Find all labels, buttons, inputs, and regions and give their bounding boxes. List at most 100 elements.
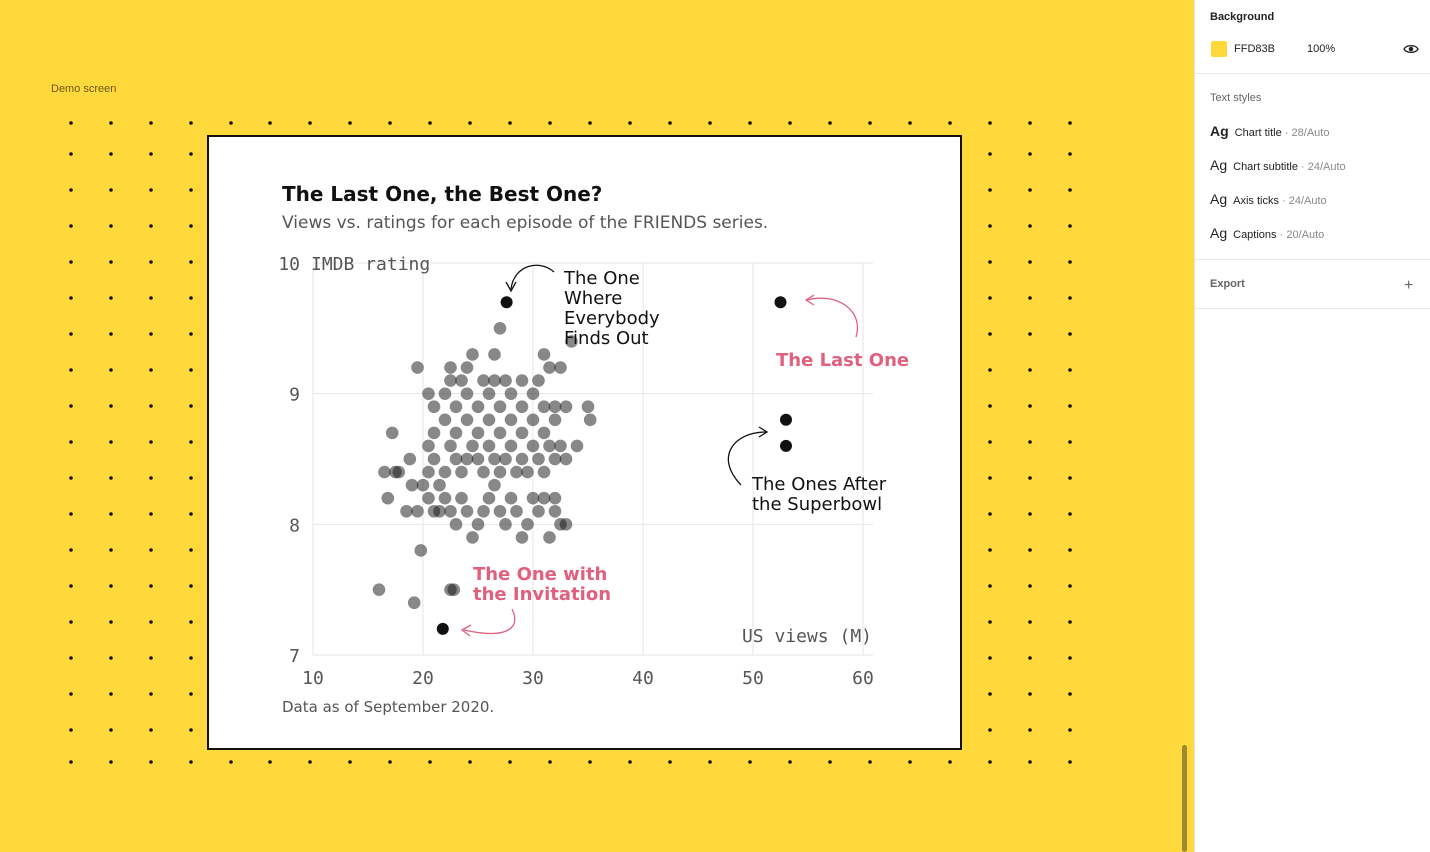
episode-point xyxy=(504,439,518,453)
grid-dot xyxy=(189,260,193,264)
highlighted-episode-point xyxy=(436,622,449,635)
eye-icon[interactable] xyxy=(1403,42,1419,56)
background-color-swatch[interactable] xyxy=(1211,41,1227,57)
episode-point xyxy=(444,504,457,518)
grid-dot xyxy=(988,728,992,732)
grid-dot xyxy=(69,260,73,264)
grid-dot xyxy=(988,260,992,264)
grid-dot xyxy=(109,332,113,336)
background-section: Background FFD83B 100% xyxy=(1195,0,1430,74)
grid-dot xyxy=(229,121,233,125)
episode-point xyxy=(447,583,461,596)
grid-dot xyxy=(1028,152,1032,156)
grid-dot xyxy=(109,692,113,696)
grid-dot xyxy=(988,440,992,444)
export-title: Export xyxy=(1210,278,1245,290)
episode-point xyxy=(482,413,496,427)
grid-dot xyxy=(149,548,153,552)
grid-dot xyxy=(988,404,992,408)
grid-dot xyxy=(988,584,992,588)
text-style-preview: Ag xyxy=(1210,123,1229,139)
episode-point xyxy=(438,413,452,427)
grid-dot xyxy=(109,656,113,660)
export-section[interactable]: Export + xyxy=(1195,260,1430,309)
grid-dot xyxy=(109,512,113,516)
episode-point xyxy=(526,387,540,400)
grid-dot xyxy=(109,620,113,624)
grid-dot xyxy=(1028,728,1032,732)
y-tick-label: 9 xyxy=(289,385,300,406)
arrow-everybody xyxy=(510,264,555,290)
episode-point xyxy=(532,504,545,518)
episode-point xyxy=(488,374,501,387)
text-style-chart-subtitle[interactable]: Ag Chart subtitle · 24/Auto xyxy=(1210,157,1346,173)
grid-dot xyxy=(988,188,992,192)
grid-dot xyxy=(109,224,113,228)
text-style-axis-ticks[interactable]: Ag Axis ticks · 24/Auto xyxy=(1210,191,1327,207)
grid-dot xyxy=(189,656,193,660)
canvas-scrollbar[interactable] xyxy=(1182,745,1187,852)
grid-dot xyxy=(1068,476,1072,480)
grid-dot xyxy=(1068,512,1072,516)
episode-point xyxy=(477,504,490,518)
grid-dot xyxy=(69,188,73,192)
chart-ticks: 10 20 30 40 50 60 7 8 9 10 xyxy=(278,254,874,689)
episode-point xyxy=(559,518,573,531)
grid-dot xyxy=(868,121,872,125)
episode-point xyxy=(414,544,428,557)
grid-dot xyxy=(988,760,992,764)
episode-point xyxy=(438,465,452,479)
grid-dot xyxy=(189,152,193,156)
chart-frame[interactable]: The Last One, the Best One? Views vs. ra… xyxy=(207,135,962,750)
grid-dot xyxy=(988,548,992,552)
text-styles-title: Text styles xyxy=(1210,92,1262,104)
text-style-captions[interactable]: Ag Captions · 20/Auto xyxy=(1210,225,1324,241)
grid-dot xyxy=(1028,760,1032,764)
grid-dot xyxy=(149,121,153,125)
grid-dot xyxy=(748,760,752,764)
grid-dot xyxy=(109,296,113,300)
design-canvas[interactable]: Demo screen The Last One, the Best One? … xyxy=(0,0,1194,852)
grid-dot xyxy=(149,296,153,300)
highlighted-episode-point xyxy=(780,413,792,426)
episode-point xyxy=(416,478,430,492)
grid-dot xyxy=(1028,584,1032,588)
grid-dot xyxy=(189,512,193,516)
grid-dot xyxy=(948,121,952,125)
text-style-chart-title[interactable]: Ag Chart title · 28/Auto xyxy=(1210,123,1329,139)
episode-point xyxy=(433,478,446,492)
grid-dot xyxy=(788,121,792,125)
annotation-everybody-1: The One xyxy=(563,268,640,289)
grid-dot xyxy=(69,296,73,300)
highlighted-episode-point xyxy=(780,439,792,452)
grid-dot xyxy=(69,512,73,516)
background-opacity-value[interactable]: 100% xyxy=(1307,43,1336,55)
arrowhead-invitation xyxy=(460,624,472,637)
episode-point xyxy=(537,348,551,361)
episode-point xyxy=(504,413,518,427)
episode-point xyxy=(510,504,523,518)
grid-dot xyxy=(149,368,153,372)
episode-point xyxy=(565,335,578,348)
episode-point xyxy=(559,452,573,466)
grid-dot xyxy=(149,476,153,480)
grid-dot xyxy=(1068,152,1072,156)
grid-dot xyxy=(868,760,872,764)
grid-dot xyxy=(988,152,992,156)
grid-dot xyxy=(1028,332,1032,336)
episode-point xyxy=(444,361,457,374)
annotation-everybody-4: Finds Out xyxy=(564,328,649,349)
grid-dot xyxy=(1068,656,1072,660)
grid-dot xyxy=(1028,512,1032,516)
episode-point xyxy=(515,452,529,466)
episode-point xyxy=(499,452,512,466)
arrow-superbowl xyxy=(727,431,767,486)
text-style-meta: · 28/Auto xyxy=(1281,127,1330,139)
episode-point xyxy=(392,465,406,479)
plus-icon[interactable]: + xyxy=(1404,277,1414,294)
grid-dot xyxy=(189,121,193,125)
frame-label[interactable]: Demo screen xyxy=(51,83,117,95)
arrowhead-last-one xyxy=(804,294,815,306)
grid-dot xyxy=(588,121,592,125)
background-hex-value[interactable]: FFD83B xyxy=(1234,43,1275,55)
